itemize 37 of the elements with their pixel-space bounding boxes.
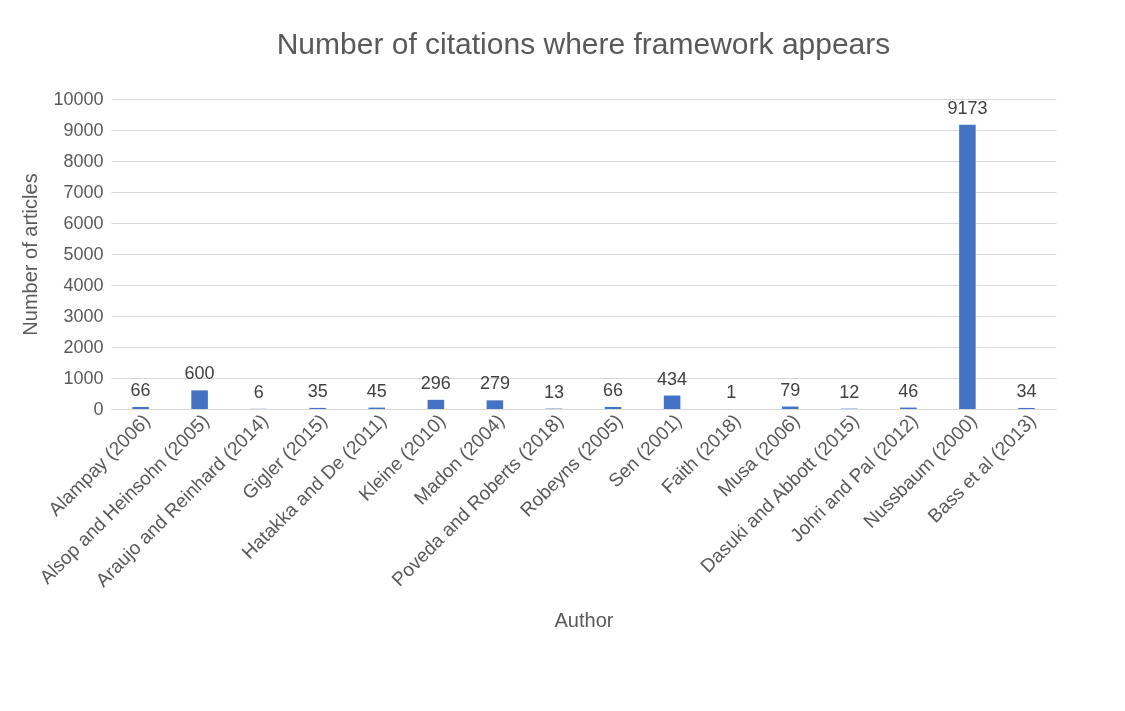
data-label: 600 xyxy=(184,363,215,384)
data-label: 434 xyxy=(657,368,688,389)
y-tick-label: 10000 xyxy=(53,88,104,109)
bar xyxy=(486,400,504,409)
data-label: 66 xyxy=(130,379,151,400)
bar xyxy=(132,406,149,409)
data-label: 12 xyxy=(839,381,860,402)
data-label: 66 xyxy=(603,379,624,400)
bar xyxy=(427,399,445,409)
bar xyxy=(959,124,976,409)
bar xyxy=(191,390,208,409)
y-tick-label: 1000 xyxy=(63,367,104,388)
data-label: 13 xyxy=(543,381,564,402)
y-tick-label: 6000 xyxy=(63,212,104,233)
data-label: 1 xyxy=(726,381,737,402)
y-tick-label: 9000 xyxy=(63,119,104,140)
data-label: 9173 xyxy=(947,97,988,118)
data-label: 279 xyxy=(479,373,510,394)
y-tick-label: 5000 xyxy=(63,243,104,264)
y-tick-label: 3000 xyxy=(63,305,104,326)
bar xyxy=(604,406,622,409)
y-tick-label: 0 xyxy=(93,398,104,419)
data-label: 79 xyxy=(780,379,801,400)
x-axis-title: Author xyxy=(554,608,614,631)
bar xyxy=(663,395,681,409)
y-tick-label: 8000 xyxy=(63,150,104,171)
chart-title: Number of citations where framework appears xyxy=(276,27,891,60)
y-tick-label: 4000 xyxy=(63,274,104,295)
data-label: 45 xyxy=(366,380,387,401)
data-label: 46 xyxy=(898,380,919,401)
y-tick-label: 7000 xyxy=(63,181,104,202)
data-label: 296 xyxy=(420,372,451,393)
data-label: 35 xyxy=(307,380,328,401)
y-axis-title: Number of articles xyxy=(19,173,42,336)
data-label: 6 xyxy=(253,381,264,402)
y-tick-label: 2000 xyxy=(63,336,104,357)
data-label: 34 xyxy=(1016,380,1037,401)
